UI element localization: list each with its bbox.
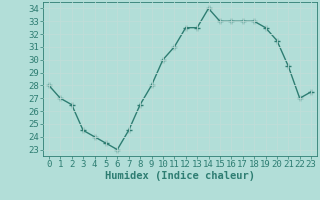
X-axis label: Humidex (Indice chaleur): Humidex (Indice chaleur) [105,171,255,181]
